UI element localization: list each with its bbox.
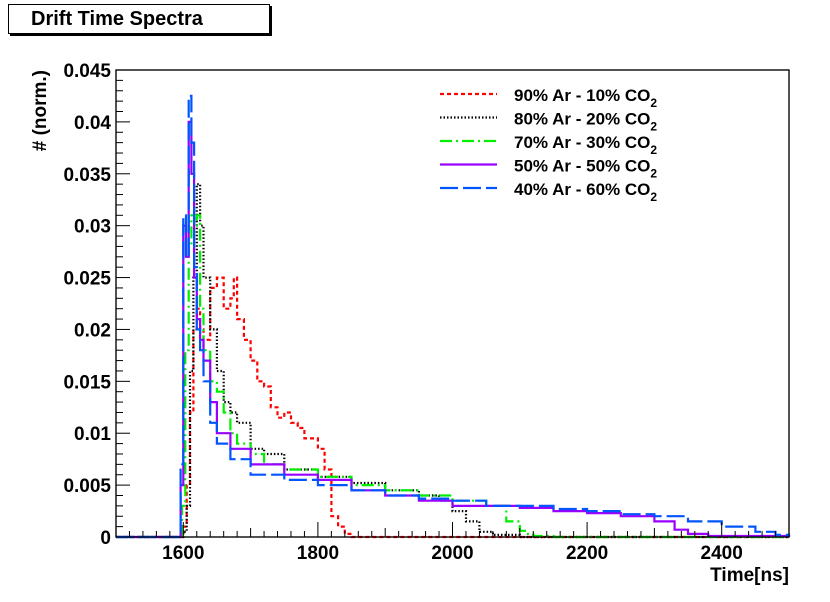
y-tick-label: 0.005 xyxy=(63,476,111,497)
series-line-3 xyxy=(116,214,789,539)
y-tick-label: 0.02 xyxy=(74,320,111,341)
legend-subscript: 2 xyxy=(650,96,657,110)
y-tick-label: 0.045 xyxy=(63,61,111,82)
series-line-2 xyxy=(116,183,789,539)
series-line-5 xyxy=(116,94,791,539)
y-tick-label: 0.015 xyxy=(63,372,111,393)
chart-title: Drift Time Spectra xyxy=(8,4,270,34)
y-tick-label: 0.035 xyxy=(63,165,111,186)
y-tick-label: 0 xyxy=(100,528,111,549)
plot-area xyxy=(115,69,790,538)
x-axis-label: Time[ns] xyxy=(710,565,789,586)
y-tick-label: 0.025 xyxy=(63,269,111,290)
legend-subscript: 2 xyxy=(650,143,657,157)
y-axis-label: # (norm.) xyxy=(30,70,51,151)
y-tick-label: 0.04 xyxy=(74,113,111,134)
x-tick-label: 2200 xyxy=(566,543,608,564)
plot-frame xyxy=(115,69,790,538)
series-line-1 xyxy=(116,276,789,539)
x-tick-label: 2000 xyxy=(431,543,473,564)
legend-subscript: 2 xyxy=(650,167,657,181)
x-tick-label: 1600 xyxy=(162,543,204,564)
x-tick-label: 1800 xyxy=(297,543,339,564)
legend-subscript: 2 xyxy=(650,120,657,134)
legend-subscript: 2 xyxy=(650,190,657,204)
axes-layer: 0 0.005 0.01 0.015 0.02 0.025 0.03 0.035 0.04 0.0… xyxy=(30,61,790,586)
series-layer xyxy=(116,94,791,539)
y-tick-label: 0.03 xyxy=(74,217,111,238)
x-tick-label: 2400 xyxy=(701,543,743,564)
y-tick-label: 0.01 xyxy=(74,424,111,445)
